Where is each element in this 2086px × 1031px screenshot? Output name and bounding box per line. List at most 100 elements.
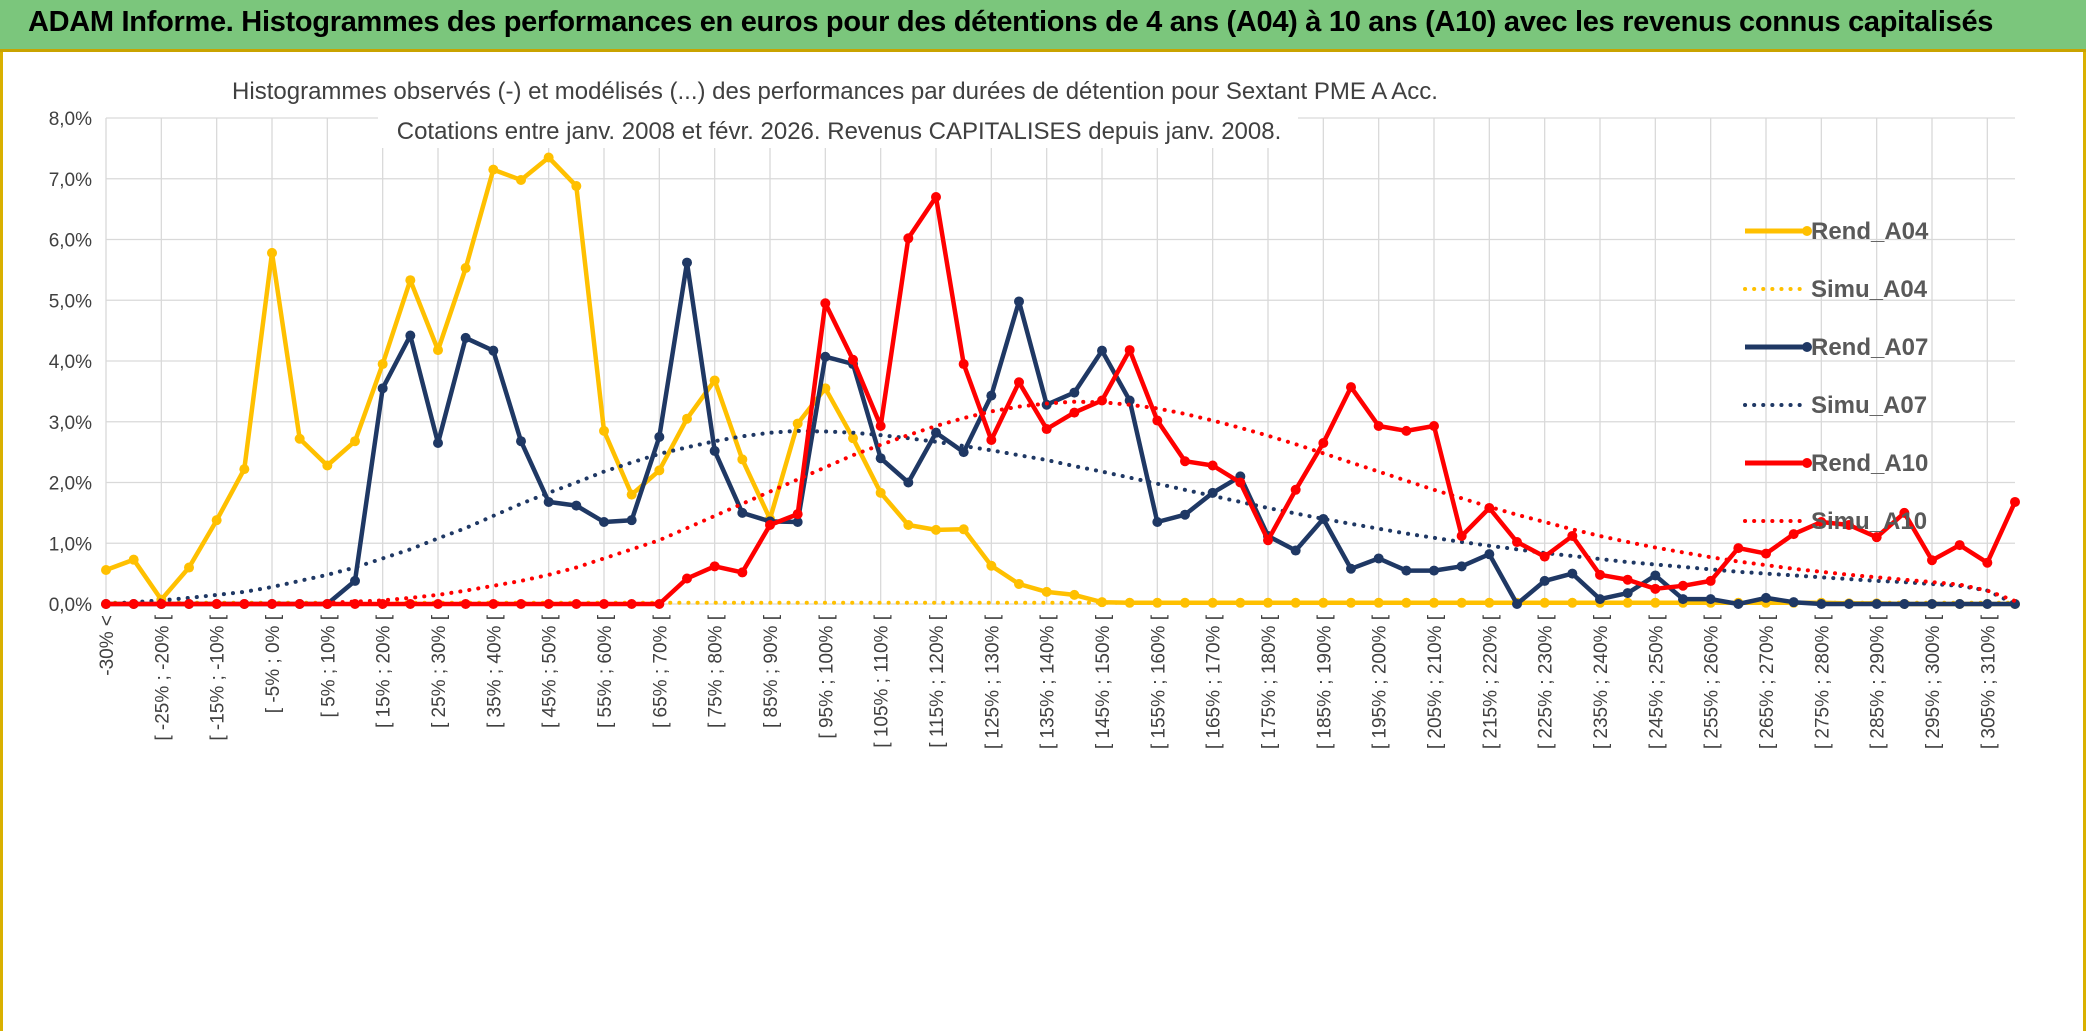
data-point-rend-a04 [488, 164, 499, 175]
data-point-rend-a04 [958, 524, 969, 535]
legend-item-simu-a10: Simu_A10 [1743, 508, 1927, 535]
data-point-rend-a04 [405, 275, 416, 286]
data-point-rend-a10 [709, 561, 720, 572]
data-point-rend-a10 [1207, 460, 1218, 471]
legend-label: Rend_A07 [1811, 334, 1928, 361]
y-tick-label: 7,0% [49, 170, 92, 191]
data-point-rend-a10 [294, 599, 305, 609]
legend: Rend_A04 Simu_A04 Rend_A07 Simu_A07 Rend_A10… [1743, 218, 1929, 535]
data-point-rend-a07 [1346, 563, 1356, 574]
x-tick-label: [ 165% ; 170% [ [1204, 614, 1225, 749]
data-point-rend-a07 [1954, 599, 1965, 609]
data-point-rend-a10 [1927, 555, 1937, 566]
data-point-rend-a10 [1235, 477, 1246, 488]
data-point-rend-a07 [1816, 599, 1827, 609]
data-point-rend-a07 [1097, 345, 1107, 356]
data-point-rend-a10 [1512, 537, 1522, 548]
x-tick-label: [ -25% ; -20% [ [152, 614, 173, 740]
data-point-rend-a10 [1263, 535, 1273, 546]
data-point-rend-a07 [1761, 592, 1771, 603]
data-point-rend-a07 [1733, 599, 1744, 609]
data-point-rend-a10 [433, 599, 443, 609]
chart-title-line1-bg [201, 74, 1469, 108]
x-tick-label: [ 5% ; 10% [ [318, 614, 339, 717]
data-point-rend-a10 [931, 191, 941, 202]
data-point-rend-a10 [820, 298, 831, 309]
series-line-simu-a07 [104, 428, 2017, 606]
series-line-rend-a04 [105, 155, 2015, 607]
y-tick-label: 8,0% [49, 109, 92, 130]
data-point-rend-a07 [516, 436, 526, 447]
data-point-rend-a10 [1456, 530, 1467, 541]
data-point-rend-a07 [460, 332, 471, 343]
x-tick-label: [ 295% ; 300% [ [1923, 614, 1944, 749]
x-tick-label: [ -15% ; -10% [ [208, 614, 229, 740]
data-point-rend-a04 [433, 345, 443, 356]
data-point-rend-a10 [543, 599, 554, 609]
data-point-rend-a10 [571, 599, 582, 609]
data-point-rend-a07 [626, 515, 637, 526]
data-point-rend-a07 [654, 431, 665, 442]
x-tick-label: [ 145% ; 150% [ [1093, 614, 1114, 749]
data-point-rend-a07 [433, 438, 443, 449]
x-tick-label: [ 255% ; 260% [ [1702, 614, 1723, 749]
data-point-rend-a04 [737, 454, 748, 465]
data-point-rend-a07 [405, 330, 416, 341]
data-point-rend-a04 [101, 564, 111, 575]
x-tick-label: [ 155% ; 160% [ [1148, 614, 1169, 749]
data-point-rend-a04 [1235, 597, 1246, 608]
legend-label: Simu_A04 [1811, 276, 1928, 303]
data-point-rend-a04 [1152, 597, 1163, 608]
data-point-rend-a04 [267, 247, 277, 258]
data-point-rend-a10 [1816, 516, 1827, 527]
data-point-rend-a10 [1595, 569, 1605, 580]
data-point-rend-a07 [1401, 565, 1412, 576]
x-tick-label: [ 245% ; 250% [ [1646, 614, 1667, 749]
data-point-rend-a04 [1041, 586, 1052, 597]
data-point-rend-a10 [2010, 496, 2020, 507]
data-point-rend-a04 [626, 489, 637, 500]
data-point-rend-a04 [709, 375, 720, 386]
data-point-rend-a04 [1207, 597, 1218, 608]
data-point-rend-a04 [460, 263, 471, 274]
data-point-rend-a10 [488, 599, 499, 609]
x-tick-label: [ 115% ; 120% [ [927, 614, 948, 747]
data-point-rend-a07 [682, 257, 692, 268]
data-point-rend-a10 [516, 599, 526, 609]
data-point-rend-a07 [599, 516, 609, 527]
data-point-rend-a04 [322, 460, 333, 471]
chart-title-line2: Cotations entre janv. 2008 et févr. 2026… [397, 118, 1282, 145]
series-line-simu-a10 [104, 399, 2017, 606]
data-point-rend-a07 [1899, 599, 1910, 609]
data-point-rend-a07 [820, 351, 831, 362]
data-point-rend-a10 [1180, 456, 1190, 467]
data-point-rend-a07 [1539, 575, 1550, 586]
x-tick-label: [ 15% ; 20% [ [374, 614, 395, 728]
data-point-rend-a10 [682, 573, 692, 584]
data-point-rend-a10 [654, 599, 665, 609]
data-point-rend-a07 [1124, 395, 1135, 406]
data-point-rend-a07 [350, 575, 360, 586]
data-point-rend-a04 [128, 554, 139, 565]
legend-item-rend-a10: Rend_A10 [1745, 450, 1928, 477]
data-point-rend-a07 [1982, 599, 1993, 609]
data-point-rend-a10 [1069, 407, 1080, 418]
data-point-rend-a07 [1512, 599, 1522, 609]
data-point-rend-a10 [875, 421, 886, 432]
data-point-rend-a04 [1069, 589, 1080, 600]
y-tick-label: 2,0% [49, 474, 92, 495]
data-point-rend-a10 [405, 599, 416, 609]
data-point-rend-a07 [986, 390, 997, 401]
data-point-rend-a04 [294, 433, 305, 444]
data-point-rend-a10 [792, 509, 803, 520]
y-axis-ticks: 0,0% 1,0% 2,0% 3,0% 4,0% 5,0% 6,0% 7,0% 8,0% [49, 109, 92, 616]
data-point-rend-a10 [1982, 557, 1993, 568]
chart-title-line1: Histogrammes observés (-) et modélisés (… [232, 78, 1438, 105]
x-tick-label: [ 275% ; 280% [ [1812, 614, 1833, 749]
x-tick-label: [ 215% ; 220% [ [1480, 614, 1501, 749]
data-point-rend-a10 [460, 599, 471, 609]
data-point-rend-a07 [737, 507, 748, 518]
data-point-rend-a07 [1705, 594, 1716, 605]
data-point-rend-a10 [1429, 421, 1439, 432]
y-tick-label: 3,0% [49, 413, 92, 434]
